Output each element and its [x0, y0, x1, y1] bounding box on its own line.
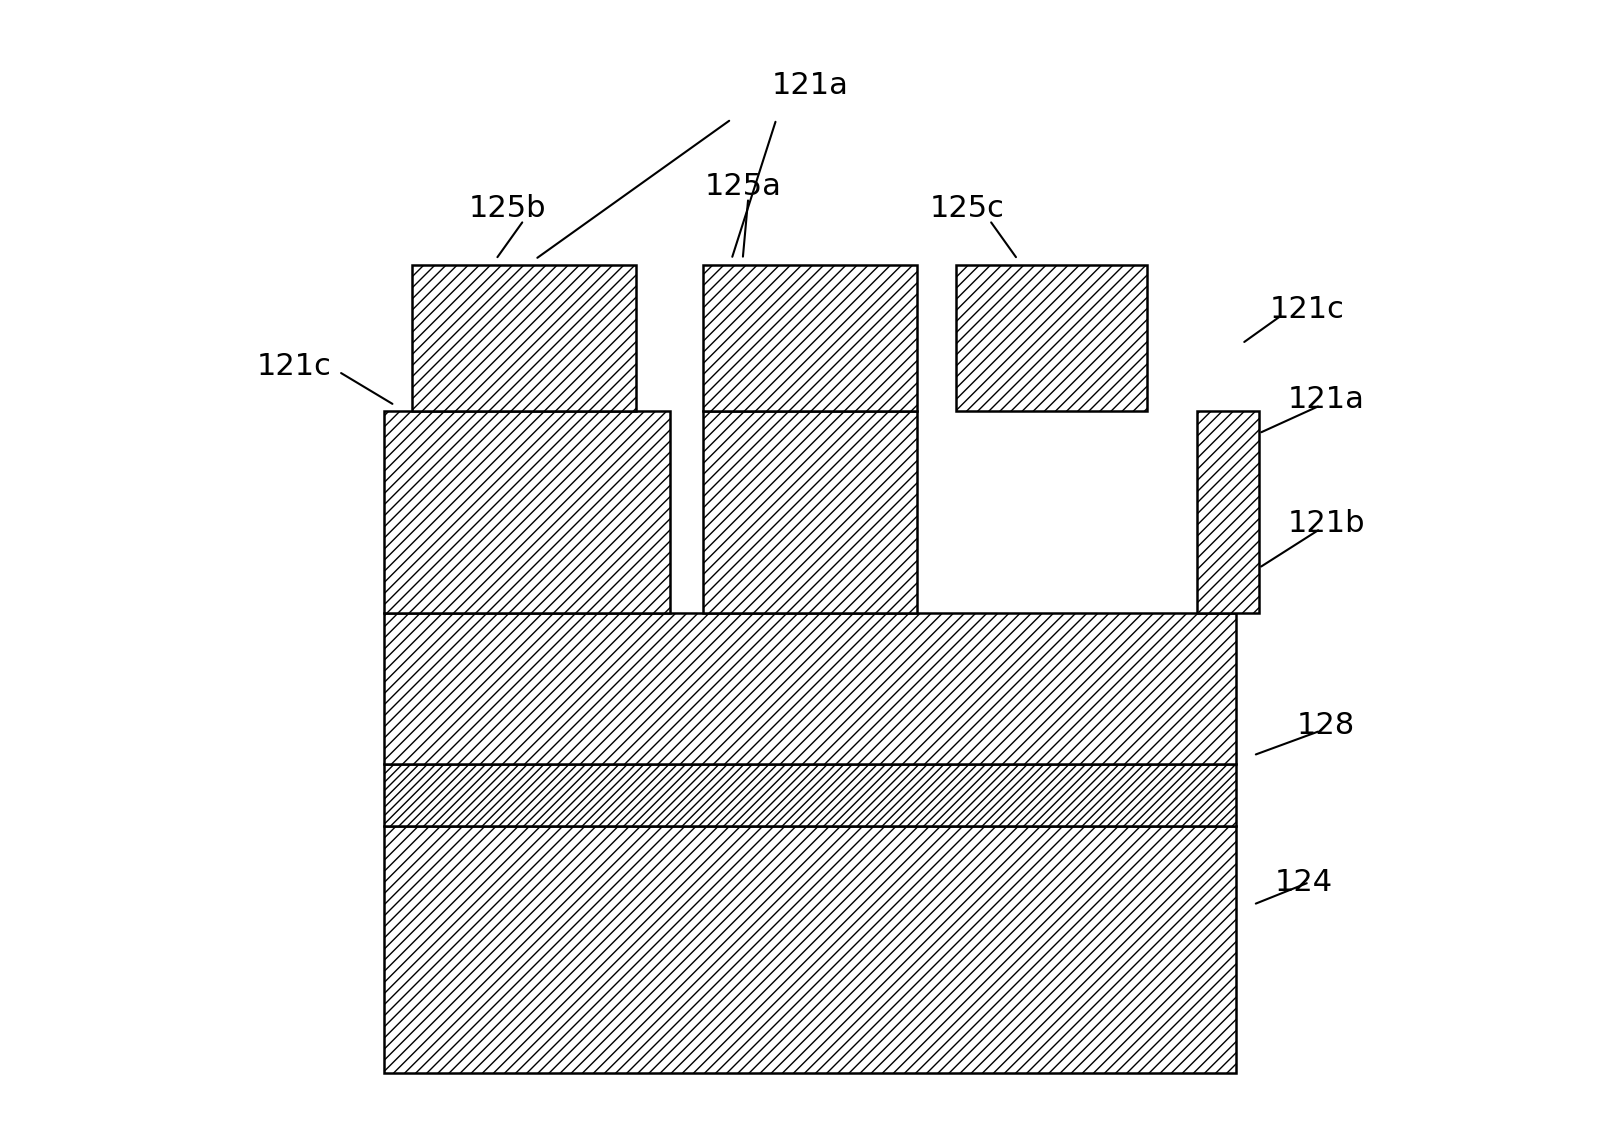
Bar: [956, 265, 1147, 411]
Text: 125a: 125a: [705, 172, 781, 201]
Bar: [703, 265, 917, 411]
Bar: [384, 765, 1236, 826]
Text: 121c: 121c: [256, 351, 330, 381]
Bar: [384, 826, 1236, 1072]
Text: 121b: 121b: [1288, 509, 1366, 537]
Bar: [703, 411, 917, 613]
Text: 121c: 121c: [1270, 295, 1345, 325]
Bar: [384, 613, 1236, 765]
Text: 121a: 121a: [771, 70, 849, 100]
Bar: [1197, 411, 1259, 613]
Text: 124: 124: [1275, 868, 1333, 896]
Text: 125c: 125c: [930, 194, 1004, 224]
Text: 121a: 121a: [1288, 385, 1364, 415]
Bar: [384, 411, 669, 613]
Text: 128: 128: [1298, 711, 1356, 740]
Bar: [411, 265, 637, 411]
Text: 125b: 125b: [468, 194, 546, 224]
